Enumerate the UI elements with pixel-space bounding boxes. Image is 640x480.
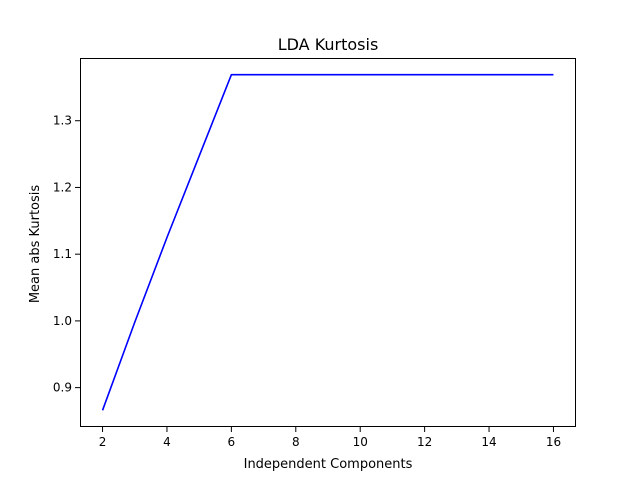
x-tick-label: 6 xyxy=(228,435,236,449)
x-tick-label: 12 xyxy=(417,435,432,449)
series-layer xyxy=(101,73,554,411)
series-line-0 xyxy=(101,73,554,411)
x-tick-label: 10 xyxy=(353,435,368,449)
plot-area xyxy=(80,58,576,427)
y-tick-label: 0.9 xyxy=(53,381,72,395)
y-tick-label: 1.3 xyxy=(53,114,72,128)
x-tick-label: 16 xyxy=(546,435,561,449)
axes-frame xyxy=(80,58,576,427)
y-tick-label: 1.0 xyxy=(53,314,72,328)
y-axis-ticks: 0.9 1.0 1.1 1.2 1.3 xyxy=(53,114,80,395)
x-axis-label: Independent Components xyxy=(244,457,413,472)
y-tick-label: 1.2 xyxy=(53,180,72,194)
x-tick-label: 2 xyxy=(99,435,107,449)
x-tick-label: 8 xyxy=(292,435,300,449)
x-axis-ticks: 2 4 6 8 10 12 14 16 xyxy=(99,427,561,449)
axes-background xyxy=(80,58,576,427)
x-tick-label: 4 xyxy=(163,435,171,449)
y-tick-label: 1.1 xyxy=(53,247,72,261)
chart-title: LDA Kurtosis xyxy=(278,35,379,54)
x-tick-label: 14 xyxy=(481,435,496,449)
y-axis-label: Mean abs Kurtosis xyxy=(28,185,43,304)
